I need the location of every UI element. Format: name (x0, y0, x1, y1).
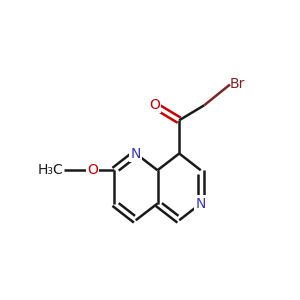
Text: N: N (196, 196, 206, 211)
Text: O: O (149, 98, 160, 112)
Text: N: N (130, 146, 141, 161)
Text: H₃C: H₃C (38, 163, 64, 177)
Text: Br: Br (230, 77, 245, 92)
Text: O: O (87, 163, 98, 177)
